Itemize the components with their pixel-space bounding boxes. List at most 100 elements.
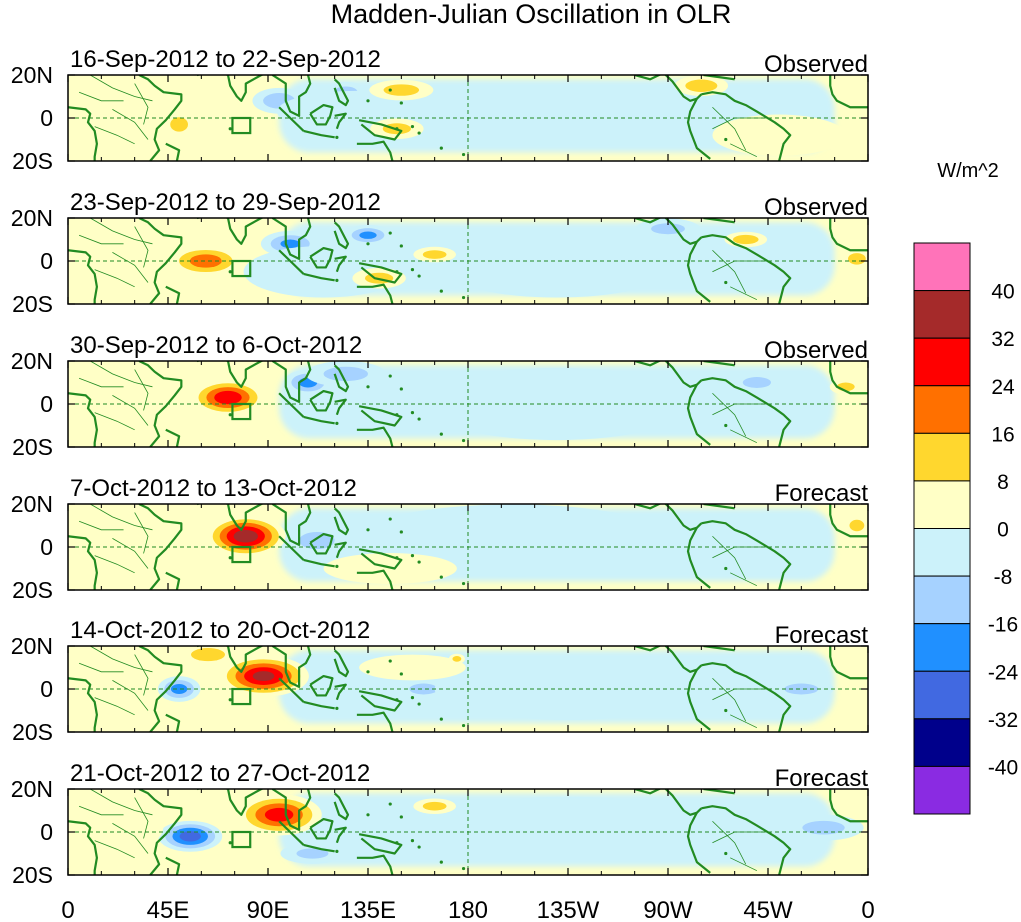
country-border <box>712 820 747 865</box>
panel-4: 20N 0 20S 7-Oct-2012 to 13-Oct-2012 Forecast <box>11 475 869 603</box>
coastline <box>165 571 181 590</box>
island-marker <box>335 135 339 139</box>
panel-status: Forecast <box>775 480 869 507</box>
y-tick-label: 0 <box>40 105 53 131</box>
island-marker <box>439 146 443 150</box>
country-border <box>94 412 135 431</box>
coastline <box>278 392 305 418</box>
reference-box <box>231 830 252 849</box>
island-marker <box>439 289 443 293</box>
island-marker <box>399 387 403 391</box>
anomaly-contour <box>422 801 447 811</box>
island-marker <box>228 270 232 274</box>
coastline <box>68 820 98 875</box>
colorbar-tick-label: 8 <box>997 471 1009 494</box>
anomaly-contour <box>784 683 819 695</box>
colorbar-swatch <box>913 290 971 339</box>
coastline <box>271 361 312 403</box>
anomaly-contour <box>742 377 772 388</box>
island-marker <box>388 88 392 92</box>
coastline <box>829 361 868 395</box>
coastline <box>68 106 98 161</box>
island-marker <box>366 99 370 103</box>
country-border <box>134 369 149 411</box>
y-tick-label: 20N <box>11 491 53 517</box>
coastline <box>68 535 98 590</box>
anomaly-contour <box>848 253 866 265</box>
y-tick-label: 20S <box>12 148 53 174</box>
colorbar-swatch <box>913 670 971 720</box>
colorbar-tick-label: 32 <box>991 328 1014 351</box>
island-marker <box>461 438 466 443</box>
panel-date-range: 30-Sep-2012 to 6-Oct-2012 <box>70 332 362 359</box>
colorbar-swatch <box>913 575 971 625</box>
island-marker <box>399 672 403 676</box>
island-marker <box>410 554 415 558</box>
island-marker <box>410 268 415 272</box>
panel-status: Observed <box>764 337 868 364</box>
country-border <box>134 83 149 125</box>
island-marker <box>335 706 339 710</box>
country-border <box>730 714 758 729</box>
anomaly-contour <box>170 684 188 694</box>
country-border <box>712 392 747 437</box>
x-tick-label: 0 <box>861 897 874 922</box>
coastline <box>68 249 98 304</box>
y-tick-label: 20N <box>11 205 53 231</box>
colorbar-tick-label: -16 <box>988 614 1018 637</box>
coastline <box>701 662 792 732</box>
island-marker <box>724 280 728 285</box>
y-tick-label: 20N <box>11 348 53 374</box>
coastline <box>196 789 265 816</box>
panel-5: 20N 0 20S 14-Oct-2012 to 20-Oct-2012 Forecas… <box>11 617 869 745</box>
panel-date-range: 7-Oct-2012 to 13-Oct-2012 <box>70 475 357 502</box>
coastline <box>196 646 265 673</box>
x-tick-label: 180 <box>448 897 488 922</box>
anomaly-contour <box>359 231 377 239</box>
anomaly-contour <box>179 831 201 842</box>
colorbar-swatch <box>913 765 971 815</box>
island-marker <box>388 659 392 663</box>
coastline <box>333 221 350 250</box>
reference-box <box>231 116 252 135</box>
coastline <box>701 377 792 447</box>
coastline <box>356 283 394 304</box>
panel-date-range: 16-Sep-2012 to 22-Sep-2012 <box>70 46 381 73</box>
anomaly-contour <box>383 84 420 96</box>
coastline <box>138 504 183 590</box>
country-border <box>94 555 135 574</box>
coastline <box>356 426 394 447</box>
coastline <box>356 711 394 732</box>
coastlines <box>68 361 868 447</box>
coastline <box>138 361 183 447</box>
colorbar-tick-label: -24 <box>988 661 1019 684</box>
panel-status: Observed <box>764 51 868 78</box>
anomaly-contour <box>83 799 164 852</box>
coastline <box>333 507 350 536</box>
panel-date-range: 14-Oct-2012 to 20-Oct-2012 <box>70 617 370 644</box>
island-marker <box>228 841 232 845</box>
coastline <box>333 792 350 821</box>
coastline <box>165 713 181 732</box>
y-tick-label: 20S <box>12 434 53 460</box>
island-marker <box>410 839 415 843</box>
island-marker <box>724 566 728 571</box>
x-tick-label: 135E <box>340 897 396 922</box>
island-marker <box>461 581 466 586</box>
x-tick-label: 45W <box>743 897 793 922</box>
colorbar-swatch <box>913 623 971 672</box>
coastline <box>356 569 394 590</box>
coastline <box>356 140 394 161</box>
colorbar-swatch <box>913 385 971 434</box>
anomaly-contour <box>849 519 865 532</box>
panel-date-range: 21-Oct-2012 to 27-Oct-2012 <box>70 760 370 787</box>
anomaly-contour <box>252 671 275 682</box>
coastlines <box>68 218 868 304</box>
anomaly-contour <box>423 367 691 441</box>
country-border <box>730 429 758 444</box>
figure-title: Madden-Julian Oscillation in OLR <box>331 0 732 29</box>
colorbar-unit-label: W/m^2 <box>937 160 999 182</box>
colorbar-tick-label: 0 <box>997 519 1009 542</box>
x-tick-label: 90E <box>247 897 290 922</box>
